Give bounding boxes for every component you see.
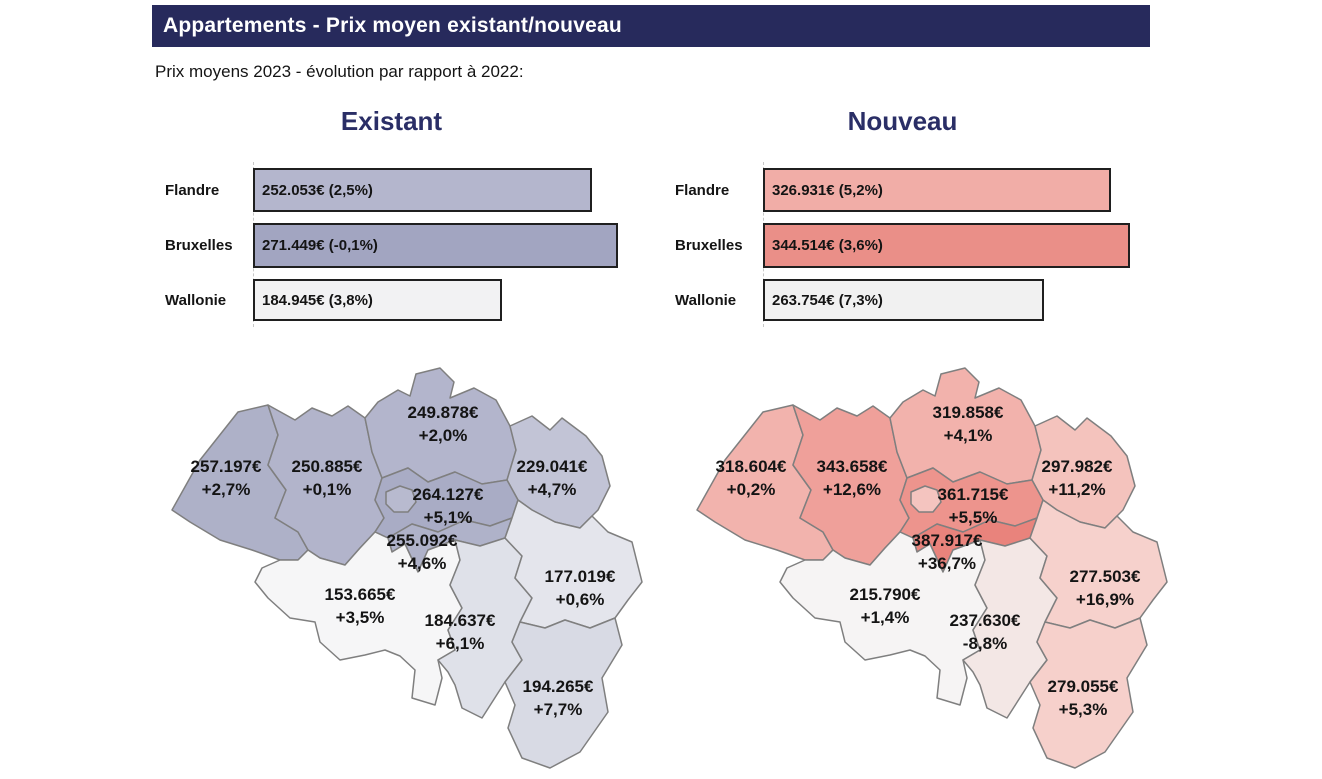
map-label-brabant-wallon-nouveau: 387.917€ [912,531,983,550]
map-label-vlaams-brabant-existant: 264.127€ [413,485,484,504]
map-label-limburg-nouveau: +11,2% [1048,480,1105,499]
map-label-vlaams-brabant-nouveau: 361.715€ [938,485,1009,504]
map-label-west-vlaanderen-nouveau: 318.604€ [716,457,787,476]
map-label-luxembourg-nouveau: +5,3% [1059,700,1108,719]
bar-value-label: 184.945€ (3,8%) [262,291,373,309]
map-label-luxembourg-existant: +7,7% [534,700,583,719]
bar-row-wallonie-nouveau: Wallonie 263.754€ (7,3%) [675,279,1130,321]
bar-track: 271.449€ (-0,1%) [253,223,618,268]
map-label-antwerpen-existant: +2,0% [419,426,468,445]
bar-row-wallonie-existant: Wallonie 184.945€ (3,8%) [165,279,618,321]
map-label-hainaut-existant: +3,5% [336,608,385,627]
map-label-liege-existant: 177.019€ [545,567,616,586]
map-label-namur-nouveau: 237.630€ [950,611,1021,630]
page-title: Appartements - Prix moyen existant/nouve… [163,14,622,37]
bar-value-label: 252.053€ (2,5%) [262,181,373,199]
belgium-map-existant: 257.197€ +2,7% 250.885€ +0,1% 249.878€ +2,0% 2… [171,367,643,769]
map-label-hainaut-existant: 153.665€ [325,585,396,604]
belgium-map-nouveau: 318.604€ +0,2% 343.658€ +12,6% 319.858€ +4,1%… [696,367,1168,769]
map-label-namur-nouveau: -8,8% [963,634,1007,653]
map-label-west-vlaanderen-existant: +2,7% [202,480,251,499]
bar-row-bruxelles-existant: Bruxelles 271.449€ (-0,1%) [165,223,618,268]
bar-chart-nouveau: Flandre 326.931€ (5,2%) Bruxelles 344.51… [675,162,1130,327]
map-label-limburg-existant: 229.041€ [517,457,588,476]
map-label-liege-nouveau: +16,9% [1076,590,1134,609]
title-bar: Appartements - Prix moyen existant/nouve… [152,5,1150,47]
map-label-west-vlaanderen-existant: 257.197€ [191,457,262,476]
map-label-luxembourg-nouveau: 279.055€ [1048,677,1119,696]
map-label-brabant-wallon-nouveau: +36,7% [918,554,976,573]
bar-bruxelles-existant: 271.449€ (-0,1%) [253,223,618,268]
bar-value-label: 263.754€ (7,3%) [772,291,883,309]
region-label: Wallonie [165,291,227,309]
bar-track: 263.754€ (7,3%) [763,279,1130,321]
map-label-namur-existant: +6,1% [436,634,485,653]
bar-row-bruxelles-nouveau: Bruxelles 344.514€ (3,6%) [675,223,1130,268]
map-label-luxembourg-existant: 194.265€ [523,677,594,696]
section-heading-existant: Existant [340,106,443,136]
region-label: Bruxelles [165,237,233,254]
bar-value-label: 271.449€ (-0,1%) [262,237,378,254]
region-label: Flandre [165,181,220,199]
map-label-hainaut-nouveau: 215.790€ [850,585,921,604]
map-label-oost-vlaanderen-nouveau: 343.658€ [817,457,888,476]
map-label-liege-nouveau: 277.503€ [1070,567,1141,586]
map-label-limburg-nouveau: 297.982€ [1042,457,1113,476]
bar-track: 344.514€ (3,6%) [763,223,1130,268]
map-label-brabant-wallon-existant: +4,6% [398,554,447,573]
map-label-antwerpen-nouveau: 319.858€ [933,403,1004,422]
province-hainaut-nouveau [779,531,988,706]
bar-wallonie-nouveau: 263.754€ (7,3%) [763,279,1044,321]
province-hainaut-existant [254,531,463,706]
province-bruxelles-enclave-existant [385,485,417,513]
bar-value-label: 326.931€ (5,2%) [772,181,883,199]
region-label: Flandre [675,181,730,199]
map-label-west-vlaanderen-nouveau: +0,2% [727,480,776,499]
province-luxembourg-nouveau [1029,617,1148,769]
region-label: Bruxelles [675,237,743,254]
province-luxembourg-existant [504,617,623,769]
bar-row-flandre-existant: Flandre 252.053€ (2,5%) [165,168,618,212]
bar-row-flandre-nouveau: Flandre 326.931€ (5,2%) [675,168,1130,212]
bar-track: 326.931€ (5,2%) [763,168,1130,212]
map-label-limburg-existant: +4,7% [528,480,577,499]
section-heading-nouveau: Nouveau [847,106,958,136]
bar-track: 252.053€ (2,5%) [253,168,618,212]
map-label-hainaut-nouveau: +1,4% [861,608,910,627]
bar-flandre-nouveau: 326.931€ (5,2%) [763,168,1112,212]
map-label-antwerpen-nouveau: +4,1% [944,426,993,445]
bar-flandre-existant: 252.053€ (2,5%) [253,168,592,212]
region-label: Wallonie [675,291,737,309]
map-label-vlaams-brabant-nouveau: +5,5% [949,508,998,527]
map-label-liege-existant: +0,6% [556,590,605,609]
map-label-namur-existant: 184.637€ [425,611,496,630]
bar-bruxelles-nouveau: 344.514€ (3,6%) [763,223,1130,268]
map-label-oost-vlaanderen-existant: 250.885€ [292,457,363,476]
bar-track: 184.945€ (3,8%) [253,279,618,321]
subtitle: Prix moyens 2023 - évolution par rapport… [155,62,524,81]
map-label-antwerpen-existant: 249.878€ [408,403,479,422]
map-label-vlaams-brabant-existant: +5,1% [424,508,473,527]
map-label-oost-vlaanderen-nouveau: +12,6% [823,480,881,499]
map-label-oost-vlaanderen-existant: +0,1% [303,480,352,499]
bar-chart-existant: Flandre 252.053€ (2,5%) Bruxelles 271.44… [165,162,618,327]
map-label-brabant-wallon-existant: 255.092€ [387,531,458,550]
bar-wallonie-existant: 184.945€ (3,8%) [253,279,502,321]
bar-value-label: 344.514€ (3,6%) [772,237,883,254]
province-bruxelles-enclave-nouveau [910,485,942,513]
